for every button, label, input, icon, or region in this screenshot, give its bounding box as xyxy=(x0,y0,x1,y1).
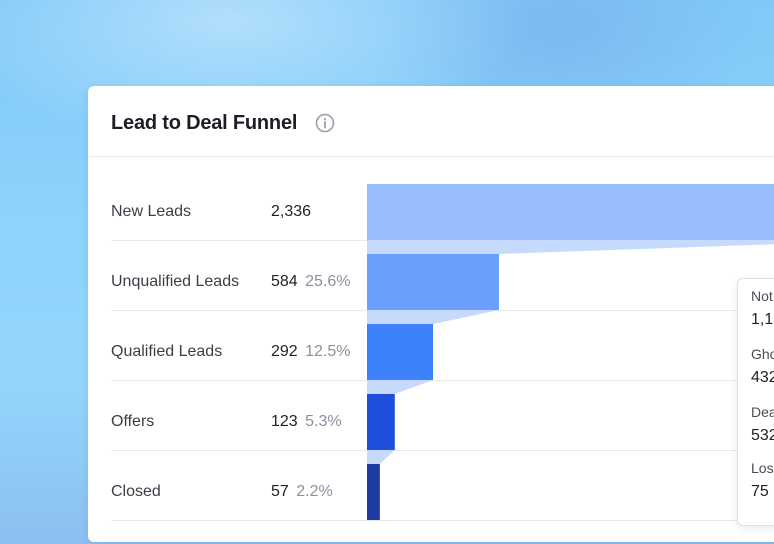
row-divider xyxy=(367,520,774,521)
row-divider xyxy=(367,380,774,381)
stage-percentage: 25.6% xyxy=(305,273,351,290)
tooltip-label: Gho xyxy=(751,346,774,362)
funnel-connector xyxy=(367,380,433,394)
funnel-row-closed[interactable]: Closed 57 2.2% xyxy=(111,464,367,521)
tooltip-value: 1,16 xyxy=(751,311,774,328)
tooltip-label: Los xyxy=(751,460,774,476)
stage-count-value: 2,336 xyxy=(271,203,312,220)
tooltip-label: Not xyxy=(751,288,773,304)
funnel-bar-qualified-leads[interactable] xyxy=(367,324,433,380)
stage-count-value: 584 xyxy=(271,273,298,290)
row-divider xyxy=(367,310,774,311)
stage-count-value: 57 xyxy=(271,483,289,500)
funnel-connector xyxy=(367,240,774,254)
stage-percentage: 2.2% xyxy=(296,483,333,500)
funnel-row-offers[interactable]: Offers 123 5.3% xyxy=(111,394,367,451)
tooltip-value: 432 xyxy=(751,369,774,386)
stage-count: 123 5.3% xyxy=(271,413,342,431)
stage-count-value: 292 xyxy=(271,343,298,360)
funnel-connector xyxy=(367,450,395,464)
funnel-row-unqualified-leads[interactable]: Unqualified Leads 584 25.6% xyxy=(111,254,367,311)
info-icon[interactable] xyxy=(315,113,335,133)
tooltip-item: Not 1,16 xyxy=(751,288,774,329)
stage-count: 584 25.6% xyxy=(271,273,351,291)
stage-percentage: 5.3% xyxy=(305,413,342,430)
tooltip-value: 532 xyxy=(751,427,774,444)
funnel-connector xyxy=(367,310,499,324)
card-title: Lead to Deal Funnel xyxy=(111,112,298,134)
card-header: Lead to Deal Funnel xyxy=(88,86,774,157)
stage-label: Closed xyxy=(111,483,161,500)
tooltip-item: Dea 532 xyxy=(751,404,774,445)
funnel-bar-unqualified-leads[interactable] xyxy=(367,254,499,310)
funnel-card: Lead to Deal Funnel New Leads 2,336 Unqu… xyxy=(88,86,774,542)
tooltip-label: Dea xyxy=(751,404,774,420)
funnel-chart xyxy=(367,184,774,520)
stage-count-value: 123 xyxy=(271,413,298,430)
stage-count: 57 2.2% xyxy=(271,483,333,501)
funnel-row-new-leads[interactable]: New Leads 2,336 xyxy=(111,184,367,241)
funnel-row-qualified-leads[interactable]: Qualified Leads 292 12.5% xyxy=(111,324,367,381)
stage-percentage: 12.5% xyxy=(305,343,351,360)
funnel-bar-closed[interactable] xyxy=(367,464,380,520)
tooltip-item: Gho 432 xyxy=(751,346,774,387)
stage-label: Qualified Leads xyxy=(111,343,223,360)
stage-label: New Leads xyxy=(111,203,192,220)
tooltip-item: Los 75 xyxy=(751,460,774,501)
row-divider xyxy=(367,450,774,451)
stage-label: Unqualified Leads xyxy=(111,273,240,290)
funnel-bar-offers[interactable] xyxy=(367,394,395,450)
breakdown-tooltip: Not 1,16 Gho 432 Dea 532 Los 75 xyxy=(737,278,774,526)
stage-count: 2,336 xyxy=(271,203,311,221)
funnel-bar-new-leads[interactable] xyxy=(367,184,774,240)
stage-count: 292 12.5% xyxy=(271,343,351,361)
tooltip-value: 75 xyxy=(751,483,769,500)
stage-label: Offers xyxy=(111,413,155,430)
